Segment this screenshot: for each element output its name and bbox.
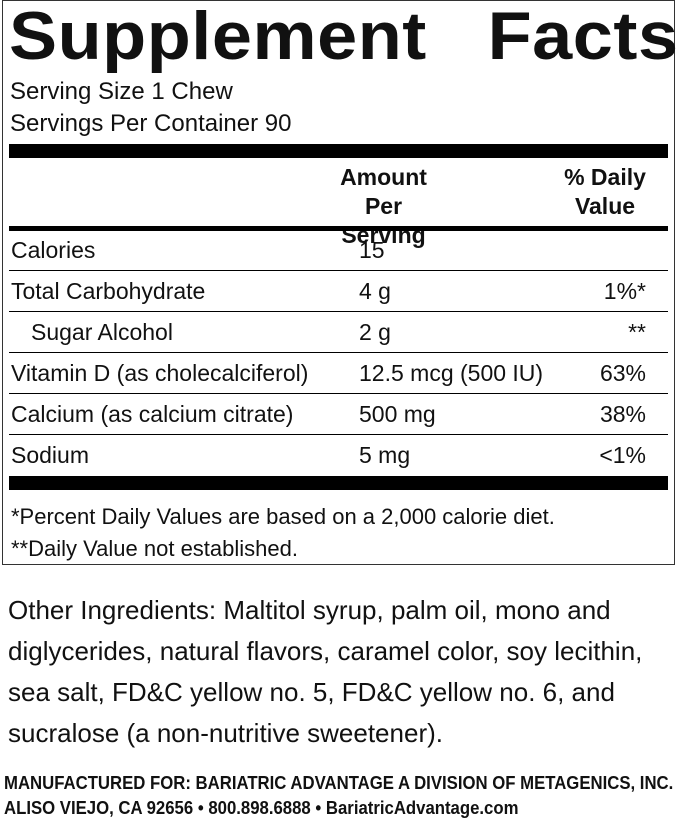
facts-row: Sodium 5 mg <1%: [9, 435, 668, 476]
facts-row: Sugar Alcohol 2 g **: [9, 312, 668, 353]
nutrient-name: Calcium (as calcium citrate): [11, 401, 294, 427]
title: Supplement Facts: [9, 0, 679, 74]
amount: 5 mg: [359, 442, 411, 468]
supplement-facts-panel: Supplement Facts Serving Size 1 Chew Ser…: [2, 0, 678, 565]
serving-size: Serving Size 1 Chew: [10, 78, 233, 105]
facts-row: Vitamin D (as cholecalciferol) 12.5 mcg (…: [9, 353, 668, 394]
manufacturer-line: ALISO VIEJO, CA 92656 • 800.898.6888 • B…: [4, 798, 519, 818]
nutrient-name: Vitamin D (as cholecalciferol): [11, 360, 309, 386]
daily-value: 1%*: [603, 278, 646, 304]
divider-bar: [9, 476, 668, 490]
nutrient-name: Total Carbohydrate: [11, 278, 206, 304]
amount: 15: [359, 237, 385, 263]
footnote: *Percent Daily Values are based on a 2,0…: [11, 504, 555, 529]
daily-value: <1%: [599, 442, 646, 468]
manufacturer-line: MANUFACTURED FOR: BARIATRIC ADVANTAGE A …: [4, 773, 674, 793]
daily-value: **: [628, 319, 646, 345]
facts-row: Total Carbohydrate 4 g 1%*: [9, 271, 668, 312]
daily-value: 38%: [599, 401, 646, 427]
nutrient-name: Sodium: [11, 442, 89, 468]
nutrient-name: Calories: [11, 237, 96, 263]
other-ingredients: Other Ingredients: Maltitol syrup, palm …: [8, 595, 643, 748]
footnote: **Daily Value not established.: [11, 536, 298, 561]
daily-value: 63%: [599, 360, 646, 386]
divider-bar: [9, 144, 668, 158]
amount: 2 g: [359, 319, 391, 345]
daily-value-header: % Daily Value: [564, 164, 646, 219]
amount: 4 g: [359, 278, 391, 304]
amount: 12.5 mcg (500 IU): [359, 360, 544, 386]
nutrient-name: Sugar Alcohol: [31, 319, 173, 345]
servings-per-container: Servings Per Container 90: [10, 110, 292, 137]
facts-row: Calories 15: [9, 230, 668, 271]
amount: 500 mg: [359, 401, 436, 427]
divider-bar: [9, 226, 668, 231]
facts-row: Calcium (as calcium citrate) 500 mg 38%: [9, 394, 668, 435]
